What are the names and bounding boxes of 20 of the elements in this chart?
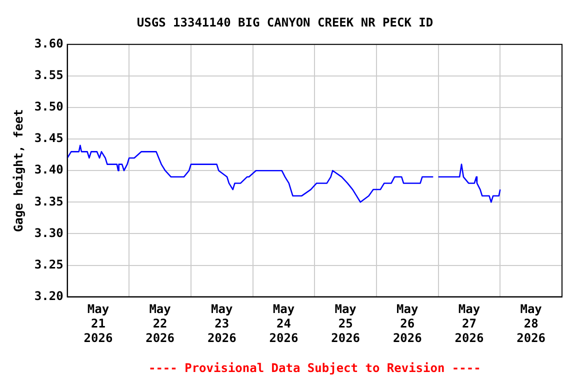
x-tick-label: May 24 2026 (269, 302, 298, 345)
chart-title: USGS 13341140 BIG CANYON CREEK NR PECK ID (136, 15, 434, 30)
y-tick-label: 3.60 (34, 36, 64, 51)
y-tick-label: 3.55 (34, 68, 64, 82)
x-tick-label: May 27 2026 (454, 302, 484, 345)
x-tick-label: May 26 2026 (392, 302, 422, 345)
x-tick-label: May 28 2026 (516, 302, 546, 345)
x-tick-label: May 22 2026 (146, 302, 175, 345)
y-tick-label: 3.50 (34, 100, 64, 114)
y-tick-label: 3.20 (34, 288, 64, 303)
y-tick-label: 3.30 (34, 226, 64, 240)
text: ---- Provisional Data Subject to Revision ---- (148, 361, 481, 375)
y-axis-title: Gage height, feet (11, 109, 26, 232)
y-tick-label: 3.35 (34, 194, 64, 208)
x-tick-label: May 23 2026 (207, 302, 236, 345)
y-tick-label: 3.40 (34, 162, 64, 177)
x-tick-label: May 25 2026 (331, 302, 360, 345)
y-tick-label: 3.45 (34, 131, 64, 146)
x-tick-label: May 21 2026 (84, 302, 113, 345)
y-tick-label: 3.25 (34, 257, 64, 272)
